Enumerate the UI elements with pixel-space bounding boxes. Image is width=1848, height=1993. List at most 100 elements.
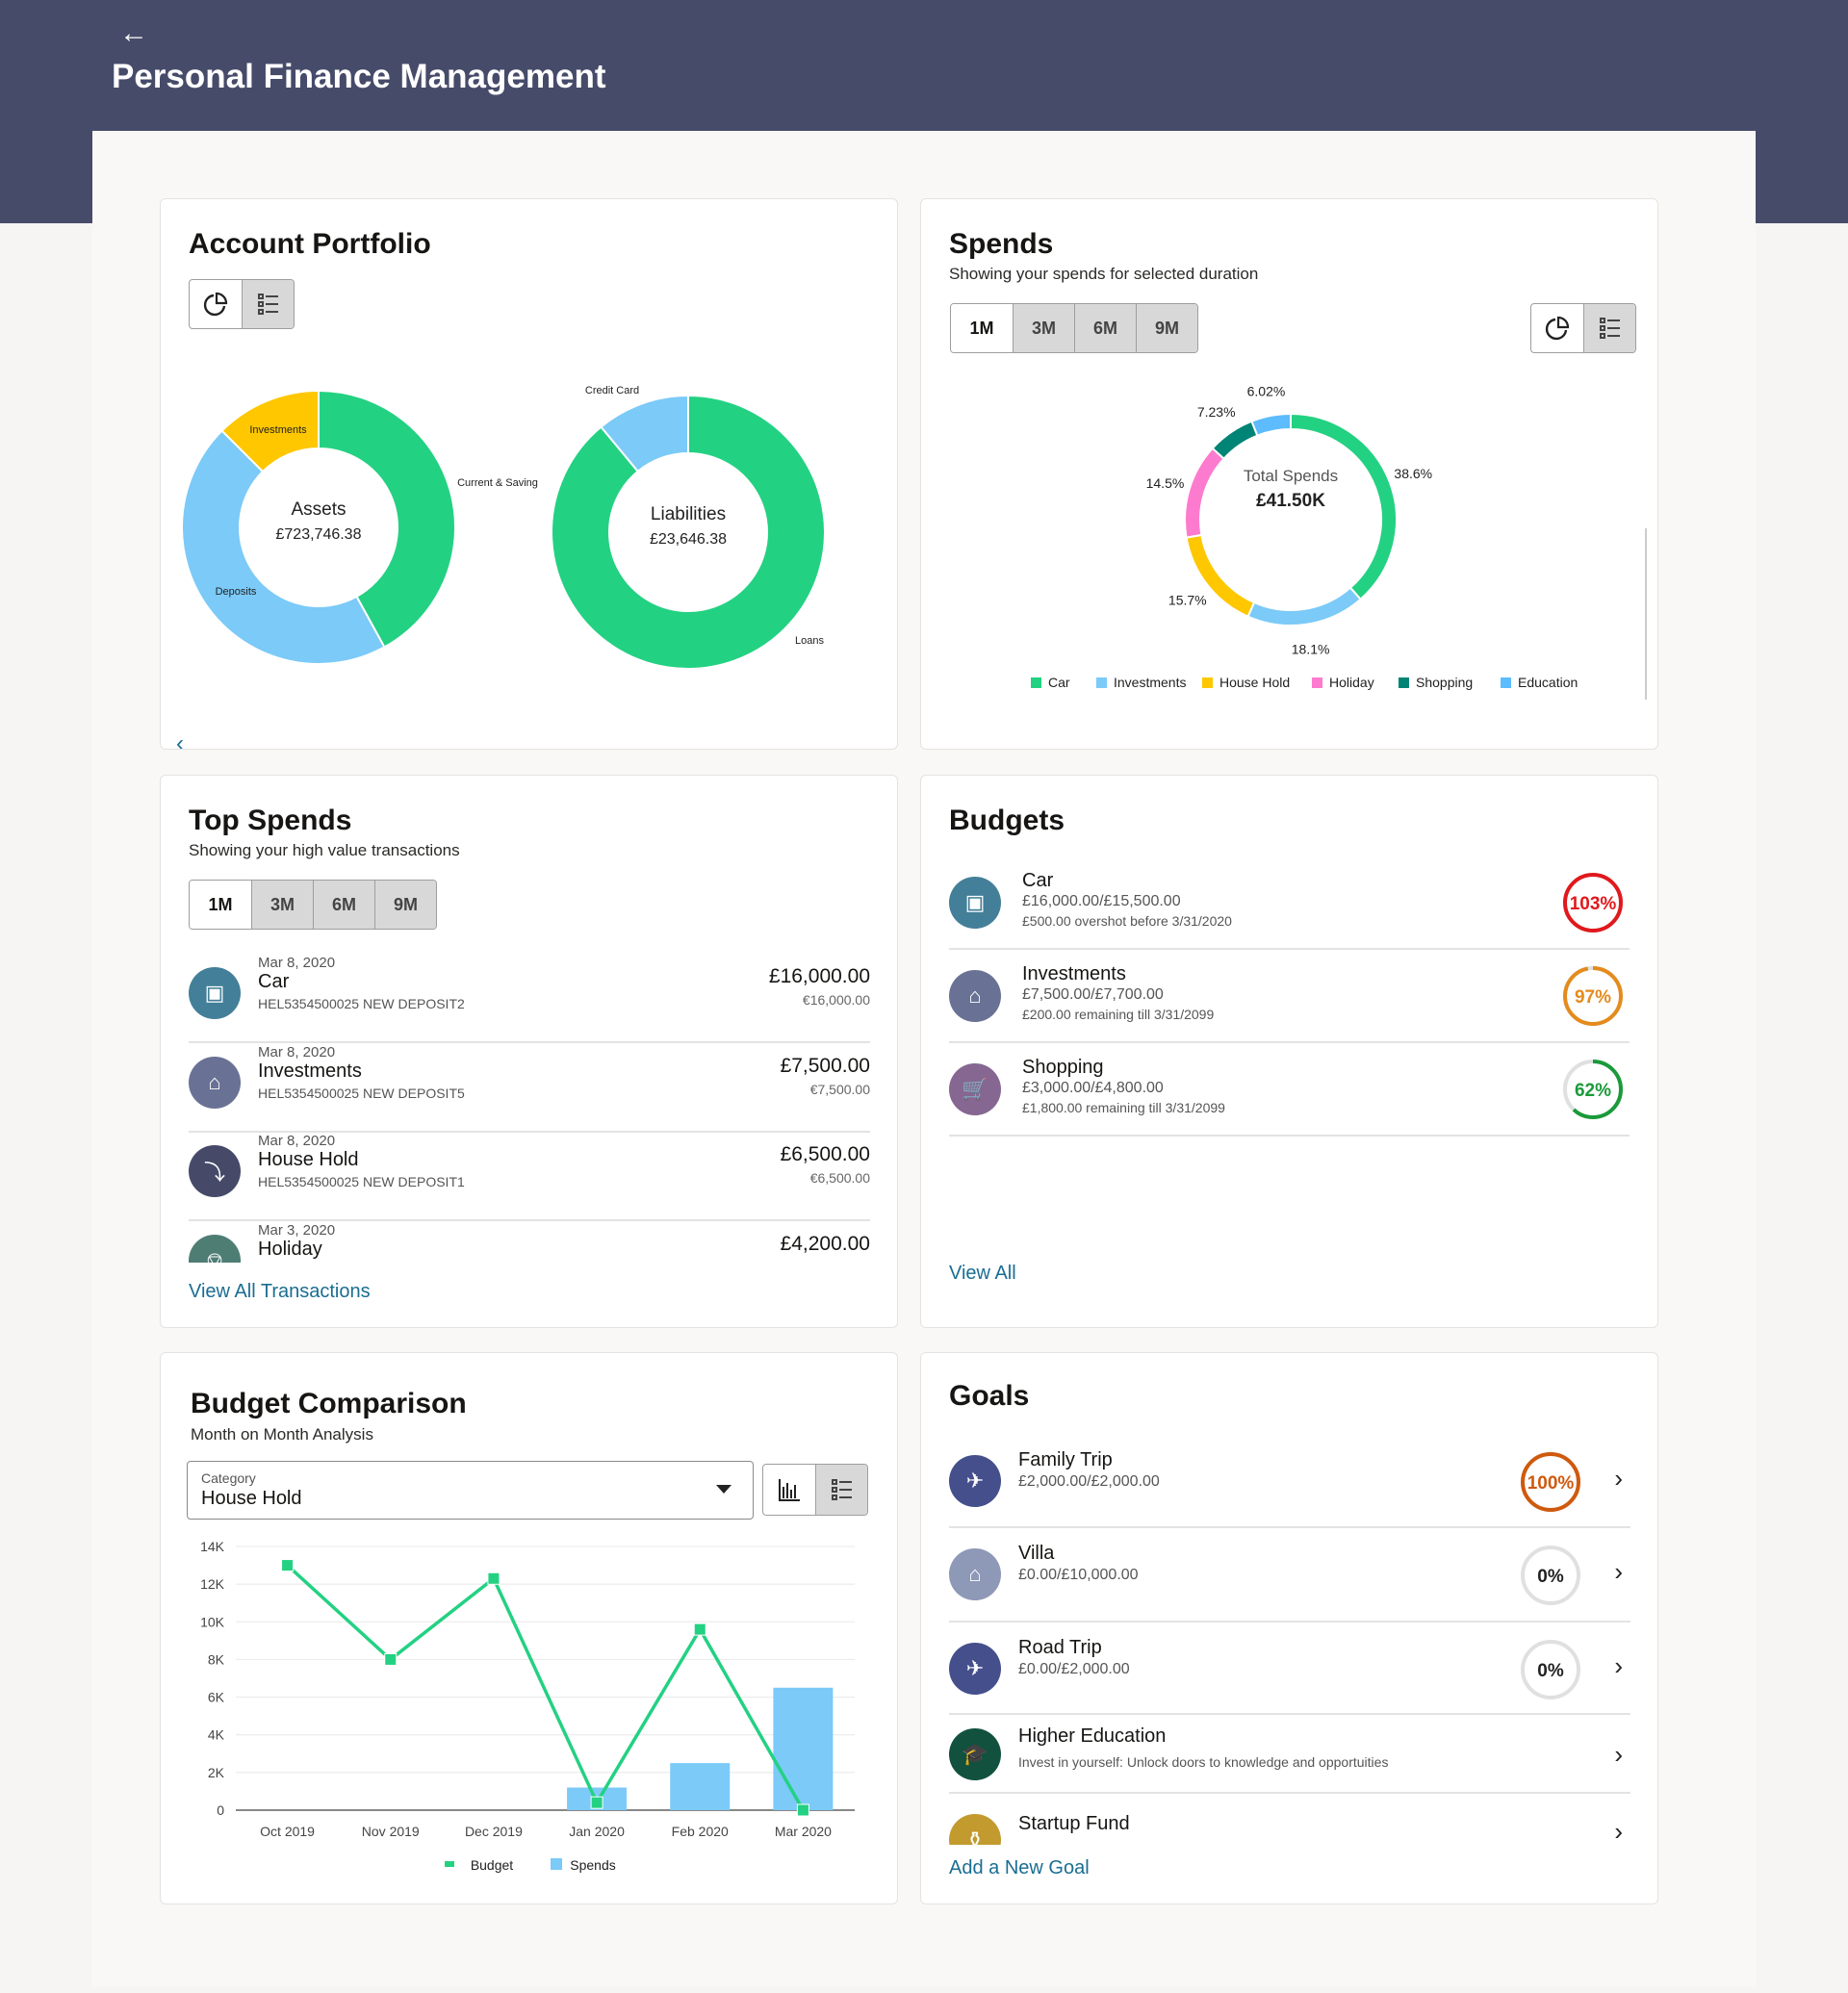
card-title: Budget Comparison [191, 1388, 467, 1419]
slice-label: 14.5% [1146, 475, 1185, 491]
budget-name: Shopping [1022, 1057, 1104, 1078]
x-tick-label: Oct 2019 [260, 1824, 315, 1839]
segment-label: Deposits [216, 586, 257, 598]
slice-label: 18.1% [1292, 641, 1330, 656]
budget-row[interactable]: ▣ Car £16,000.00/£15,500.00 £500.00 over… [949, 856, 1630, 950]
liabilities-segment-credit-card [600, 394, 689, 473]
slice-label: 38.6% [1394, 466, 1432, 481]
goal-row[interactable]: 🎓 Higher Education Invest in yourself: U… [949, 1715, 1630, 1794]
goal-name: Road Trip [1018, 1637, 1102, 1658]
budget-progress-ring: 103% [1563, 873, 1623, 933]
budget-row[interactable]: ⌂ Investments £7,500.00/£7,700.00 £200.0… [949, 950, 1630, 1043]
budget-comparison-card: Budget Comparison Month on Month Analysi… [160, 1352, 898, 1904]
goal-row[interactable]: ⌂ Villa £0.00/£10,000.00 0% › [949, 1528, 1630, 1623]
period-6M[interactable]: 6M [313, 881, 374, 929]
legend-label: Spends [570, 1857, 615, 1873]
transaction-category: House Hold [258, 1149, 359, 1170]
legend-swatch-budget [445, 1861, 454, 1867]
y-tick-label: 10K [200, 1614, 225, 1629]
view-all-transactions-link[interactable]: View All Transactions [189, 1281, 371, 1302]
total-spends-value: £41.50K [1256, 491, 1325, 511]
transaction-row[interactable]: ⌂ Mar 8, 2020 Investments HEL5354500025 … [189, 1043, 870, 1133]
transaction-amount-alt: €16,000.00 [802, 992, 870, 1008]
portfolio-donuts: Assets £723,746.38 Liabilities £23,646.38 In… [181, 385, 826, 670]
period-9M[interactable]: 9M [374, 881, 436, 929]
pie-chart-view-button[interactable] [1531, 304, 1583, 352]
spends-card: Spends Showing your spends for selected … [920, 198, 1658, 750]
goal-name: Higher Education [1018, 1725, 1167, 1747]
y-tick-label: 2K [208, 1765, 225, 1780]
legend-label: Investments [1114, 675, 1186, 690]
back-arrow-icon[interactable]: ← [119, 17, 148, 49]
list-view-button[interactable] [815, 1465, 867, 1515]
period-6M[interactable]: 6M [1074, 304, 1136, 352]
liabilities-total: £23,646.38 [650, 531, 727, 548]
budgets-card: Budgets ▣ Car £16,000.00/£15,500.00 £500… [920, 775, 1658, 1328]
lightning-icon: ⤵ [189, 1145, 241, 1197]
goal-row[interactable]: ⚱ Startup Fund › [949, 1794, 1630, 1845]
transaction-amount: £6,500.00 [780, 1143, 870, 1165]
card-subtitle: Showing your high value transactions [189, 841, 460, 859]
bank-icon: ⌂ [949, 970, 1001, 1022]
transaction-row[interactable]: ▣ Mar 8, 2020 Car HEL5354500025 NEW DEPO… [189, 954, 870, 1043]
chevron-right-icon[interactable]: › [1614, 1464, 1623, 1493]
transaction-row[interactable]: ⎊ Mar 3, 2020 Holiday £4,200.00 [189, 1221, 870, 1263]
category-label: Category [201, 1470, 256, 1486]
chevron-right-icon[interactable]: › [1614, 1817, 1623, 1845]
budget-name: Investments [1022, 963, 1126, 984]
budget-point-dec-2019 [487, 1571, 500, 1585]
cart-icon: 🛒 [949, 1063, 1001, 1115]
transaction-row[interactable]: ⤵ Mar 8, 2020 House Hold HEL5354500025 N… [189, 1132, 870, 1221]
transaction-amount-alt: €6,500.00 [809, 1170, 870, 1186]
list-view-button[interactable] [1583, 304, 1635, 352]
goal-amount: £0.00/£2,000.00 [1018, 1661, 1130, 1677]
chevron-right-icon[interactable]: › [1614, 1557, 1623, 1586]
goal-row[interactable]: ✈ Family Trip £2,000.00/£2,000.00 100% › [949, 1435, 1630, 1528]
card-title: Spends [949, 228, 1054, 260]
transaction-date: Mar 8, 2020 [258, 955, 336, 971]
goal-row[interactable]: ✈ Road Trip £0.00/£2,000.00 0% › [949, 1623, 1630, 1715]
transaction-date: Mar 8, 2020 [258, 1043, 336, 1060]
transaction-amount: £16,000.00 [768, 965, 870, 987]
budget-row[interactable]: 🛒 Shopping £3,000.00/£4,800.00 £1,800.00… [949, 1043, 1630, 1137]
pie-chart-view-button[interactable] [190, 280, 242, 328]
period-1M[interactable]: 1M [951, 304, 1013, 352]
period-3M[interactable]: 3M [1013, 304, 1074, 352]
goal-progress-ring: 0% [1521, 1640, 1580, 1699]
period-3M[interactable]: 3M [251, 881, 313, 929]
total-spends-label: Total Spends [1244, 467, 1338, 485]
period-9M[interactable]: 9M [1136, 304, 1197, 352]
goal-amount: £0.00/£10,000.00 [1018, 1567, 1139, 1583]
bank-icon: ⌂ [189, 1056, 241, 1109]
y-tick-label: 0 [217, 1802, 224, 1818]
transaction-list: ▣ Mar 8, 2020 Car HEL5354500025 NEW DEPO… [161, 949, 897, 1263]
chevron-left-icon[interactable]: ‹ [176, 730, 184, 750]
slice-shopping [1211, 420, 1259, 461]
spends-bar-feb-2020 [670, 1763, 731, 1810]
chevron-right-icon[interactable]: › [1614, 1740, 1623, 1769]
budget-line [286, 1564, 805, 1811]
chevron-right-icon[interactable]: › [1614, 1651, 1623, 1680]
bar-chart-view-button[interactable] [763, 1465, 815, 1515]
spends-donut-chart: 38.6% 18.1% 15.7% 14.5% 7.23% 6.02% Total Spen… [1031, 383, 1578, 690]
budget-point-feb-2020 [693, 1623, 706, 1636]
view-all-budgets-link[interactable]: View All [949, 1263, 1016, 1284]
beach-chair-icon: ⎊ [189, 1234, 241, 1263]
goals-card: Goals ✈ Family Trip £2,000.00/£2,000.00 … [920, 1352, 1658, 1904]
card-title: Top Spends [189, 805, 352, 836]
view-toggle [189, 279, 295, 329]
goal-list: ✈ Family Trip £2,000.00/£2,000.00 100% ›… [921, 1353, 1657, 1845]
x-tick-label: Feb 2020 [672, 1824, 729, 1839]
transaction-reference: HEL5354500025 NEW DEPOSIT5 [258, 1085, 465, 1101]
period-1M[interactable]: 1M [190, 881, 251, 929]
legend-swatch-shopping [1399, 677, 1409, 688]
goal-name: Villa [1018, 1543, 1055, 1564]
scrollbar[interactable] [1645, 528, 1647, 700]
assets-total: £723,746.38 [276, 526, 362, 543]
category-select[interactable]: Category House Hold [187, 1461, 754, 1520]
transaction-date: Mar 3, 2020 [258, 1221, 336, 1239]
list-view-button[interactable] [242, 280, 294, 328]
add-new-goal-link[interactable]: Add a New Goal [949, 1857, 1090, 1878]
y-tick-label: 14K [200, 1539, 225, 1554]
period-selector: 1M 3M 6M 9M [189, 880, 437, 930]
